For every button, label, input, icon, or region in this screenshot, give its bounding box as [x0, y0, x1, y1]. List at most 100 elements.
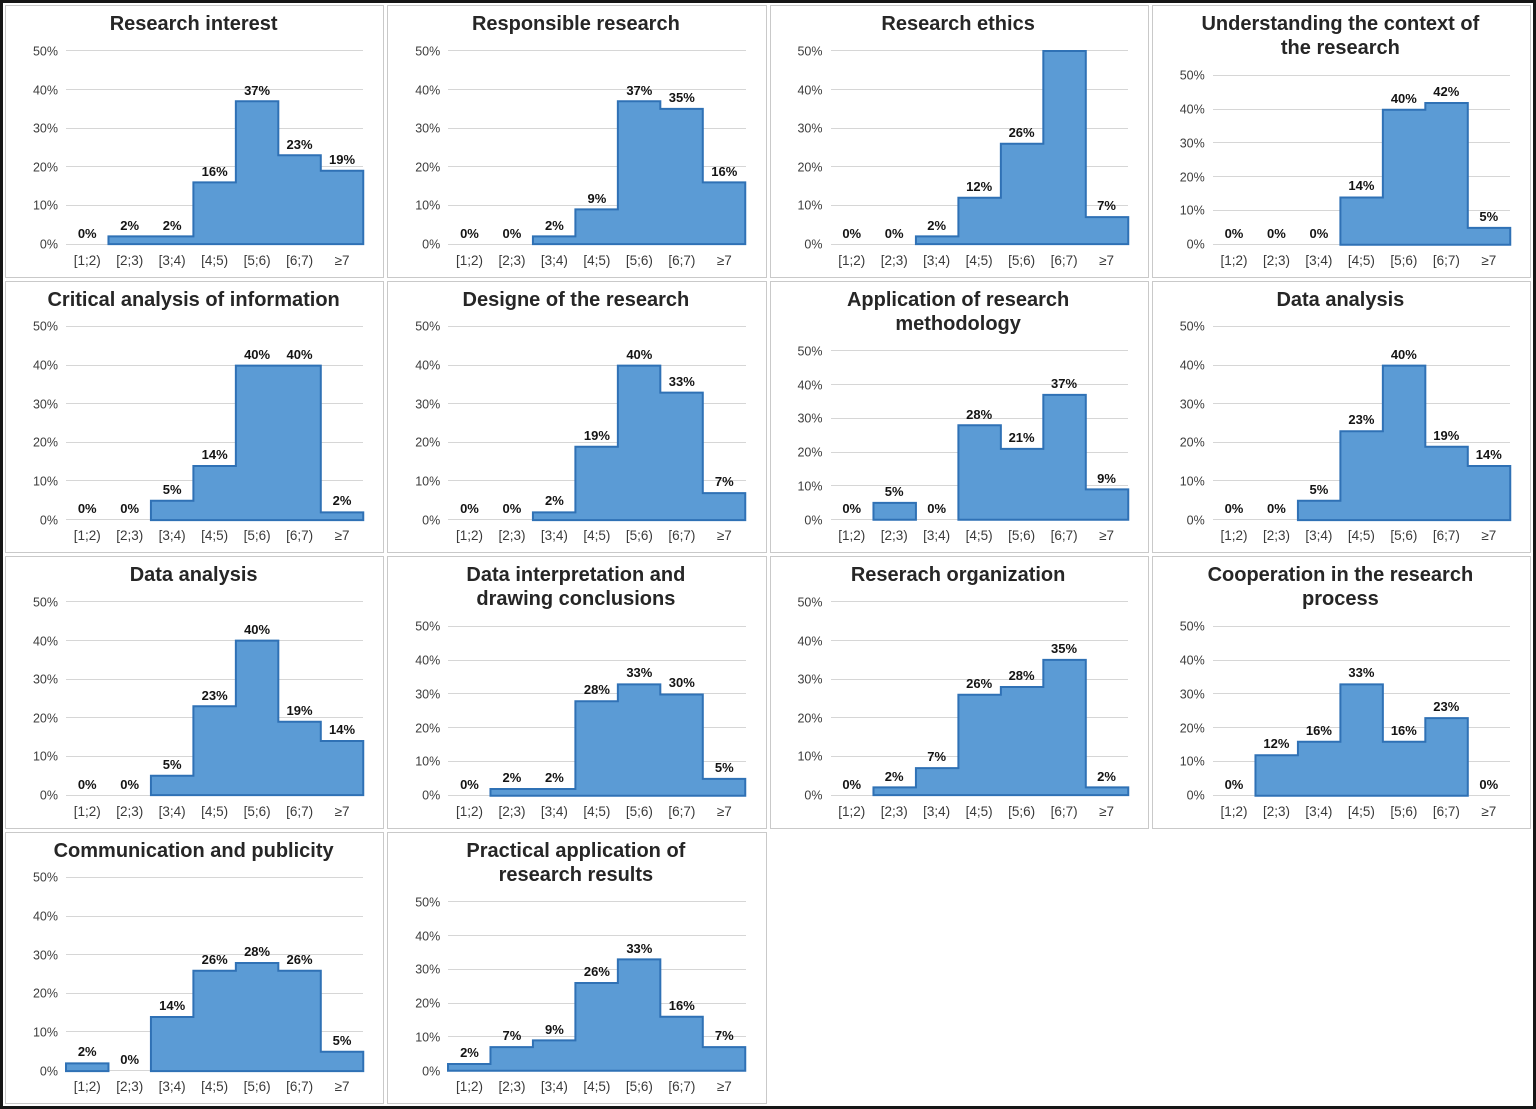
bar-data-label: 37%: [626, 82, 653, 98]
bar-data-label: 19%: [286, 703, 313, 719]
plot-area: 0% 10% 20% 30% 40% 50% 0% 0% 2% 9% 37% 35% 16%: [415, 45, 746, 250]
y-axis-tick-label: 10%: [415, 474, 441, 489]
x-axis-category-label: ≥7: [716, 528, 732, 543]
empty-grid-cell: [1151, 831, 1531, 1104]
y-gridline: [448, 659, 746, 661]
y-gridline: [1212, 364, 1510, 366]
chart-body: 0% 10% 20% 30% 40% 50% 0% 0% 2% 12% 26% 7% [1;2) [2;3…: [777, 38, 1140, 274]
x-axis-category-label: [6;7): [668, 1079, 696, 1094]
x-axis-category-label: [1;2): [73, 252, 101, 268]
y-axis-tick-label: 50%: [415, 619, 441, 634]
bar-data-label: 0%: [77, 225, 97, 241]
x-axis-category-label: [5;6): [625, 1079, 653, 1094]
x-axis-category-label: [6;7): [286, 803, 314, 819]
x-axis-category-label: [1;2): [73, 528, 101, 543]
y-axis-tick-label: 20%: [1179, 435, 1205, 450]
x-axis-labels: [1;2) [2;3) [3;4) [4;5) [5;6) [6;7) ≥7: [448, 1079, 745, 1099]
y-gridline: [66, 50, 364, 52]
bar-data-label: 12%: [1263, 736, 1290, 752]
y-gridline: [830, 166, 1128, 168]
chart-title: Research interest: [109, 13, 278, 35]
plot-area: 0% 10% 20% 30% 40% 50% 0% 2% 2% 16% 37% 23% 19%: [33, 45, 364, 250]
bar-data-label: 16%: [1390, 722, 1417, 738]
y-gridline: [66, 640, 364, 642]
bar-data-label: 14%: [1475, 446, 1502, 462]
x-axis-category-label: [6;7): [668, 252, 696, 268]
x-axis-category-label: ≥7: [1481, 252, 1497, 268]
y-gridline: [830, 50, 1128, 52]
x-axis-labels: [1;2) [2;3) [3;4) [4;5) [5;6) [6;7) ≥7: [831, 253, 1128, 273]
bar-data-label: 5%: [1309, 481, 1329, 497]
y-axis-tick-label: 0%: [39, 237, 58, 252]
y-axis-tick-label: 40%: [32, 82, 58, 97]
y-axis-tick-label: 10%: [415, 754, 441, 769]
y-axis-tick-label: 20%: [32, 435, 58, 450]
x-axis-category-label: [5;6): [1008, 528, 1036, 543]
chart-panel-responsible-research-1: Responsible research 0% 10% 20% 30% 40% 50% 0% 0…: [387, 5, 767, 278]
y-gridline: [1212, 176, 1510, 178]
y-gridline: [830, 640, 1128, 642]
chart-panel-research-interest-0: Research interest 0% 10% 20% 30% 40% 50% 0% 2% 2%…: [5, 5, 385, 278]
y-axis-tick-label: 50%: [32, 319, 58, 334]
chart-body: 0% 10% 20% 30% 40% 50% 0% 5% 0% 28% 21% 37% 9% [1;2)[…: [777, 338, 1140, 550]
bar-data-label: 23%: [1433, 698, 1460, 714]
x-axis-category-label: [4;5): [583, 528, 611, 543]
x-axis-category-label: [4;5): [583, 1079, 611, 1094]
bar-data-label: 23%: [286, 136, 313, 152]
y-gridline: [448, 127, 746, 129]
y-axis-tick-label: 0%: [39, 512, 58, 527]
y-axis-tick-label: 10%: [1179, 203, 1205, 218]
x-axis-category-label: [2;3): [880, 803, 908, 819]
y-axis-tick-label: 20%: [1179, 169, 1205, 184]
y-gridline: [1212, 108, 1510, 110]
y-gridline: [66, 127, 364, 129]
chart-title: Data analysis: [1276, 288, 1405, 311]
bar-data-label: 21%: [1008, 430, 1035, 446]
bar-data-label: 7%: [927, 749, 947, 765]
bar-data-label: 28%: [966, 406, 993, 422]
x-axis-category-label: [5;6): [243, 1079, 271, 1094]
x-axis-category-label: ≥7: [1481, 803, 1497, 819]
x-axis-category-label: [2;3): [498, 252, 526, 268]
y-axis-tick-label: 0%: [39, 788, 58, 803]
x-axis-category-label: [2;3): [498, 528, 526, 543]
x-axis-category-label: [2;3): [498, 1079, 526, 1094]
bar-data-label: 5%: [162, 757, 182, 773]
bar-run: [448, 960, 745, 1071]
bar-data-label: 33%: [668, 373, 695, 389]
y-axis-tick-label: 0%: [422, 1063, 441, 1078]
bar-run: [151, 366, 363, 520]
y-gridline: [830, 89, 1128, 91]
bar-data-label: 9%: [587, 190, 607, 206]
x-axis-category-label: [6;7): [1432, 803, 1460, 819]
x-axis-category-label: [6;7): [286, 1079, 314, 1094]
y-gridline: [448, 325, 746, 327]
x-axis-category-label: [1;2): [455, 528, 483, 543]
histogram-bars: [448, 902, 745, 1071]
y-axis-tick-label: 30%: [1179, 136, 1205, 151]
chart-title: Communication and publicity: [53, 839, 334, 862]
chart-panel-research-ethics-2: Research ethics 0% 10% 20% 30% 40% 50% 0% 0% 2% 12…: [769, 5, 1149, 278]
x-axis-category-label: [1;2): [455, 252, 483, 268]
x-axis-labels: [1;2) [2;3) [3;4) [4;5) [5;6) [6;7) ≥7: [448, 804, 745, 824]
bar-data-label: 30%: [668, 675, 695, 691]
x-axis-category-label: [1;2): [455, 803, 483, 819]
histogram-bars: [831, 602, 1128, 795]
y-gridline: [66, 166, 364, 168]
chart-body: 0% 10% 20% 30% 40% 50% 0% 2% 2% 16% 37% 23% 19% [1;2)…: [12, 38, 375, 274]
bar-data-label: 2%: [545, 769, 564, 785]
bar-data-label: 26%: [1008, 125, 1035, 141]
x-axis-category-label: [2;3): [116, 803, 144, 819]
x-axis-category-label: [3;4): [540, 252, 568, 268]
y-gridline: [1212, 325, 1510, 327]
y-gridline: [448, 441, 746, 443]
x-axis-category-label: [4;5): [1347, 252, 1375, 268]
y-gridline: [1212, 403, 1510, 405]
bar-data-label: 0%: [842, 225, 862, 241]
x-axis-labels: [1;2) [2;3) [3;4) [4;5) [5;6) [6;7) ≥7: [448, 253, 745, 273]
chart-title: Application of research methodology: [846, 288, 1070, 335]
y-axis-tick-label: 30%: [415, 962, 441, 977]
bar-data-label: 2%: [162, 217, 182, 233]
x-axis-category-label: [1;2): [838, 528, 866, 543]
